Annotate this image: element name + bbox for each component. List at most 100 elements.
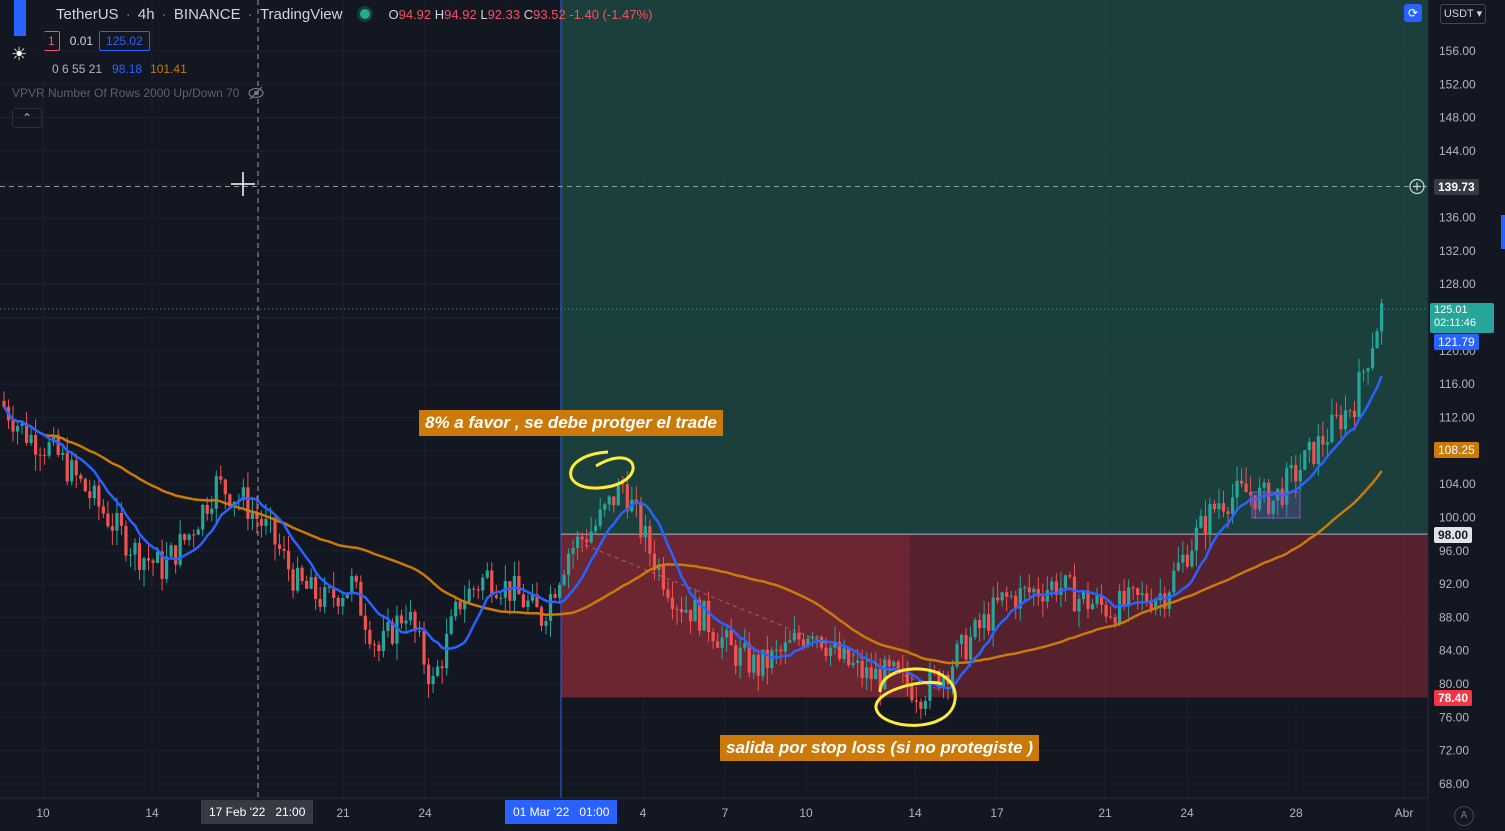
candle-body xyxy=(905,669,909,685)
candle-body xyxy=(1221,503,1226,512)
crosshair-time-label: 17 Feb '22 21:00 xyxy=(201,800,314,824)
candle-body xyxy=(1203,515,1208,535)
candle-body xyxy=(761,649,765,676)
candle-body xyxy=(670,597,675,609)
candle-body xyxy=(1321,436,1325,445)
symbol-name[interactable]: TetherUS xyxy=(56,5,119,23)
candle-body xyxy=(539,607,544,626)
price-tick-label: 76.00 xyxy=(1439,710,1469,724)
candle-body xyxy=(431,675,435,685)
vpvr-legend[interactable]: VPVR Number Of Rows 2000 Up/Down 70 xyxy=(12,86,265,100)
candle-body xyxy=(119,512,124,526)
time-tick-label: 24 xyxy=(418,806,432,820)
candle-body xyxy=(1208,503,1212,535)
candle-body xyxy=(314,577,318,599)
profit-zone xyxy=(561,0,1428,535)
price-tick-label: 136.00 xyxy=(1439,211,1476,225)
candle-body xyxy=(1298,469,1302,482)
candle-body xyxy=(318,598,322,607)
candle-body xyxy=(657,564,661,571)
currency-button[interactable]: USDT ▾ xyxy=(1440,4,1486,24)
annotation-top[interactable]: 8% a favor , se debe protger el trade xyxy=(419,410,723,436)
candle-body xyxy=(652,553,656,571)
price-tick-label: 128.00 xyxy=(1439,277,1476,291)
candle-body xyxy=(1023,587,1027,589)
ma-fast-price-tag: 121.79 xyxy=(1434,334,1479,350)
candle-body xyxy=(137,542,142,570)
candle-body xyxy=(223,479,227,495)
candle-body xyxy=(47,442,51,456)
candle-body xyxy=(521,594,526,608)
candle-body xyxy=(598,509,602,526)
candle-body xyxy=(959,634,964,644)
collapse-legend-button[interactable]: ⌃ xyxy=(12,108,42,128)
indicator-row-1[interactable]: 1 0.01 125.02 xyxy=(44,31,150,51)
candle-body xyxy=(1267,482,1271,514)
candle-body xyxy=(1194,527,1198,551)
candle-body xyxy=(65,452,69,482)
candle-body xyxy=(1262,482,1266,488)
candle-body xyxy=(286,550,291,570)
sun-icon[interactable]: ☀ xyxy=(11,44,28,64)
candle-body xyxy=(1032,588,1036,593)
candle-body xyxy=(815,636,819,638)
source: TradingView xyxy=(259,5,343,23)
candle-body xyxy=(264,518,268,526)
position-zones xyxy=(560,0,1428,798)
candle-body xyxy=(548,594,553,622)
candle-body xyxy=(83,479,87,492)
price-tick-label: 80.00 xyxy=(1439,677,1469,691)
candle-body xyxy=(1005,592,1009,597)
auto-scale-button[interactable]: A xyxy=(1454,806,1474,826)
candle-body xyxy=(368,629,372,645)
candle-body xyxy=(1294,464,1298,482)
indicator-row-2[interactable]: 0 6 55 21 98.18 101.41 xyxy=(52,62,187,76)
candle-body xyxy=(792,632,797,641)
candle-body xyxy=(860,660,864,678)
candle-body xyxy=(878,668,882,690)
candle-body xyxy=(765,649,769,669)
time-tick-label: 14 xyxy=(145,806,159,820)
candle-body xyxy=(770,650,774,669)
candle-body xyxy=(1325,442,1329,445)
candle-body xyxy=(1077,598,1081,612)
candle-body xyxy=(1357,372,1361,418)
candle-body xyxy=(576,536,580,548)
interval[interactable]: 4h xyxy=(137,5,155,23)
price-axis[interactable]: 68.00 72.00 76.00 80.00 84.00 88.00 92.00 96.00… xyxy=(1427,0,1505,831)
candle-body xyxy=(1090,603,1095,610)
candle-body xyxy=(1303,450,1307,470)
time-tick-label: 7 xyxy=(721,806,729,820)
time-tick-label: Abr xyxy=(1394,806,1414,820)
candle-body xyxy=(783,642,787,652)
candle-body xyxy=(485,570,489,578)
candle-body xyxy=(178,534,182,565)
candle-body xyxy=(250,511,255,520)
candle-body xyxy=(648,526,652,554)
candle-body xyxy=(1212,503,1217,510)
candle-body xyxy=(1027,587,1031,593)
candle-body xyxy=(566,553,571,575)
candle-body xyxy=(1199,515,1203,528)
candle-body xyxy=(797,632,801,640)
candle-body xyxy=(982,614,986,629)
scroll-handle xyxy=(1501,215,1505,249)
candle-body xyxy=(666,589,670,598)
candle-body xyxy=(183,534,187,540)
candle-body xyxy=(801,639,806,646)
candle-body xyxy=(688,609,693,622)
candle-body xyxy=(914,700,918,702)
change-value: -1.40 (-1.47%) xyxy=(569,6,653,22)
candle-body xyxy=(987,614,991,631)
candle-body xyxy=(973,620,977,637)
candle-body xyxy=(499,597,503,599)
selected-tool-indicator[interactable] xyxy=(14,0,26,36)
eye-hidden-icon[interactable] xyxy=(247,86,265,100)
candle-body xyxy=(639,501,643,538)
annotation-bottom[interactable]: salida por stop loss (si no protegiste ) xyxy=(720,735,1039,761)
candle-body xyxy=(413,611,417,632)
sync-icon[interactable]: ⟳ xyxy=(1404,4,1422,22)
candle-body xyxy=(467,588,471,602)
candle-body xyxy=(174,545,178,565)
